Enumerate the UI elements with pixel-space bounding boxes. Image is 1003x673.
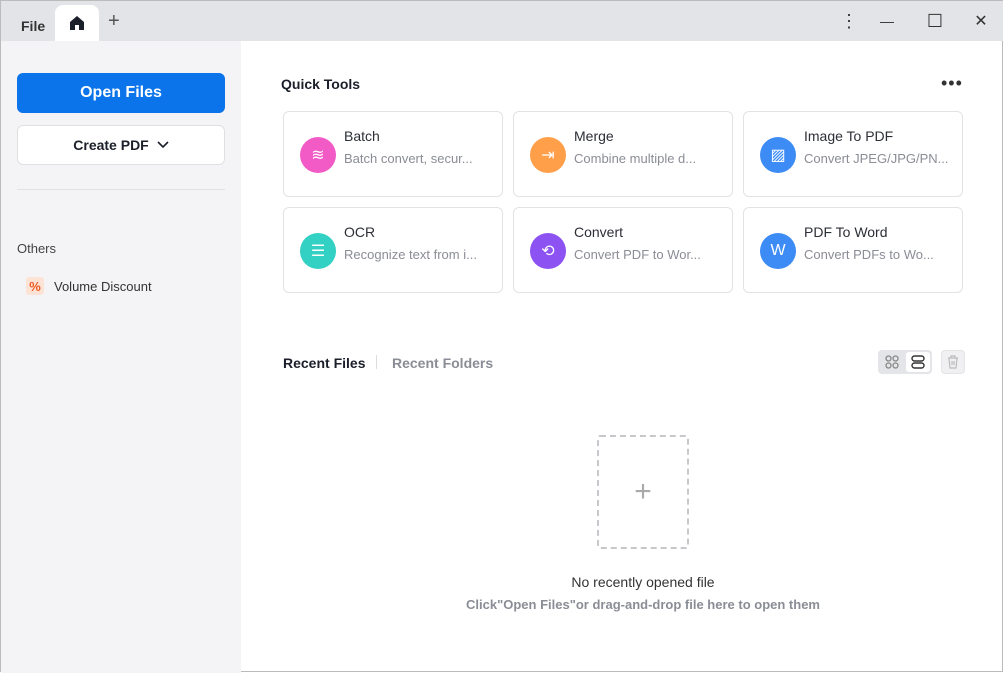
tool-title: OCR — [344, 224, 376, 240]
grid-view-icon[interactable] — [880, 352, 904, 372]
percent-icon: % — [26, 277, 44, 295]
tool-description: Combine multiple d... — [574, 151, 697, 166]
open-files-button[interactable]: Open Files — [17, 73, 225, 113]
layers-icon: ≋ — [300, 137, 336, 173]
title-bar: File + ⋮ — ☐ ✕ — [1, 1, 1003, 41]
word-icon: W — [760, 233, 796, 269]
create-pdf-label: Create PDF — [73, 137, 149, 153]
tool-card-image-to-pdf[interactable]: ▨ Image To PDF Convert JPEG/JPG/PN... — [743, 111, 963, 197]
tool-card-merge[interactable]: ⇥ Merge Combine multiple d... — [513, 111, 733, 197]
tool-description: Convert PDF to Wor... — [574, 247, 701, 262]
more-options-icon[interactable]: ••• — [941, 73, 963, 93]
tool-title: Merge — [574, 128, 614, 144]
view-toggle — [878, 350, 932, 374]
drop-zone-add-button[interactable]: + — [597, 435, 689, 549]
tool-description: Recognize text from i... — [344, 247, 477, 262]
others-heading: Others — [17, 241, 57, 256]
tool-card-convert[interactable]: ⟲ Convert Convert PDF to Wor... — [513, 207, 733, 293]
close-button[interactable]: ✕ — [974, 13, 988, 30]
tab-separator — [376, 355, 377, 369]
minimize-button[interactable]: — — [880, 13, 894, 29]
volume-discount-label: Volume Discount — [54, 278, 152, 294]
image-icon: ▨ — [760, 137, 796, 173]
chevron-down-icon — [157, 141, 169, 149]
tool-card-ocr[interactable]: ☰ OCR Recognize text from i... — [283, 207, 503, 293]
home-icon — [70, 16, 84, 30]
tab-home[interactable] — [55, 5, 99, 41]
tab-recent-files[interactable]: Recent Files — [283, 355, 366, 371]
convert-icon: ⟲ — [530, 233, 566, 269]
tab-recent-folders[interactable]: Recent Folders — [392, 355, 494, 371]
merge-icon: ⇥ — [530, 137, 566, 173]
sidebar-item-volume-discount[interactable]: % Volume Discount — [26, 277, 152, 295]
tool-card-pdf-to-word[interactable]: W PDF To Word Convert PDFs to Wo... — [743, 207, 963, 293]
trash-icon[interactable] — [941, 350, 965, 374]
tool-title: PDF To Word — [804, 224, 888, 240]
tool-description: Convert PDFs to Wo... — [804, 247, 934, 262]
empty-state-hint: Click"Open Files"or drag-and-drop file h… — [466, 597, 820, 612]
tool-card-batch[interactable]: ≋ Batch Batch convert, secur... — [283, 111, 503, 197]
sidebar: Open Files Create PDF Others % Volume Di… — [1, 41, 241, 673]
empty-state-title: No recently opened file — [571, 574, 715, 590]
tool-description: Batch convert, secur... — [344, 151, 473, 166]
maximize-button[interactable]: ☐ — [926, 10, 944, 31]
list-view-icon[interactable] — [906, 352, 930, 372]
create-pdf-button[interactable]: Create PDF — [17, 125, 225, 165]
tool-description: Convert JPEG/JPG/PN... — [804, 151, 949, 166]
quick-tools-title: Quick Tools — [281, 76, 361, 92]
divider — [17, 189, 225, 190]
tool-title: Convert — [574, 224, 624, 240]
new-tab-button[interactable]: + — [108, 10, 120, 32]
more-menu-icon[interactable]: ⋮ — [840, 10, 858, 31]
tool-title: Batch — [344, 128, 380, 144]
ocr-icon: ☰ — [300, 233, 336, 269]
tool-title: Image To PDF — [804, 128, 894, 144]
file-menu[interactable]: File — [21, 18, 46, 34]
